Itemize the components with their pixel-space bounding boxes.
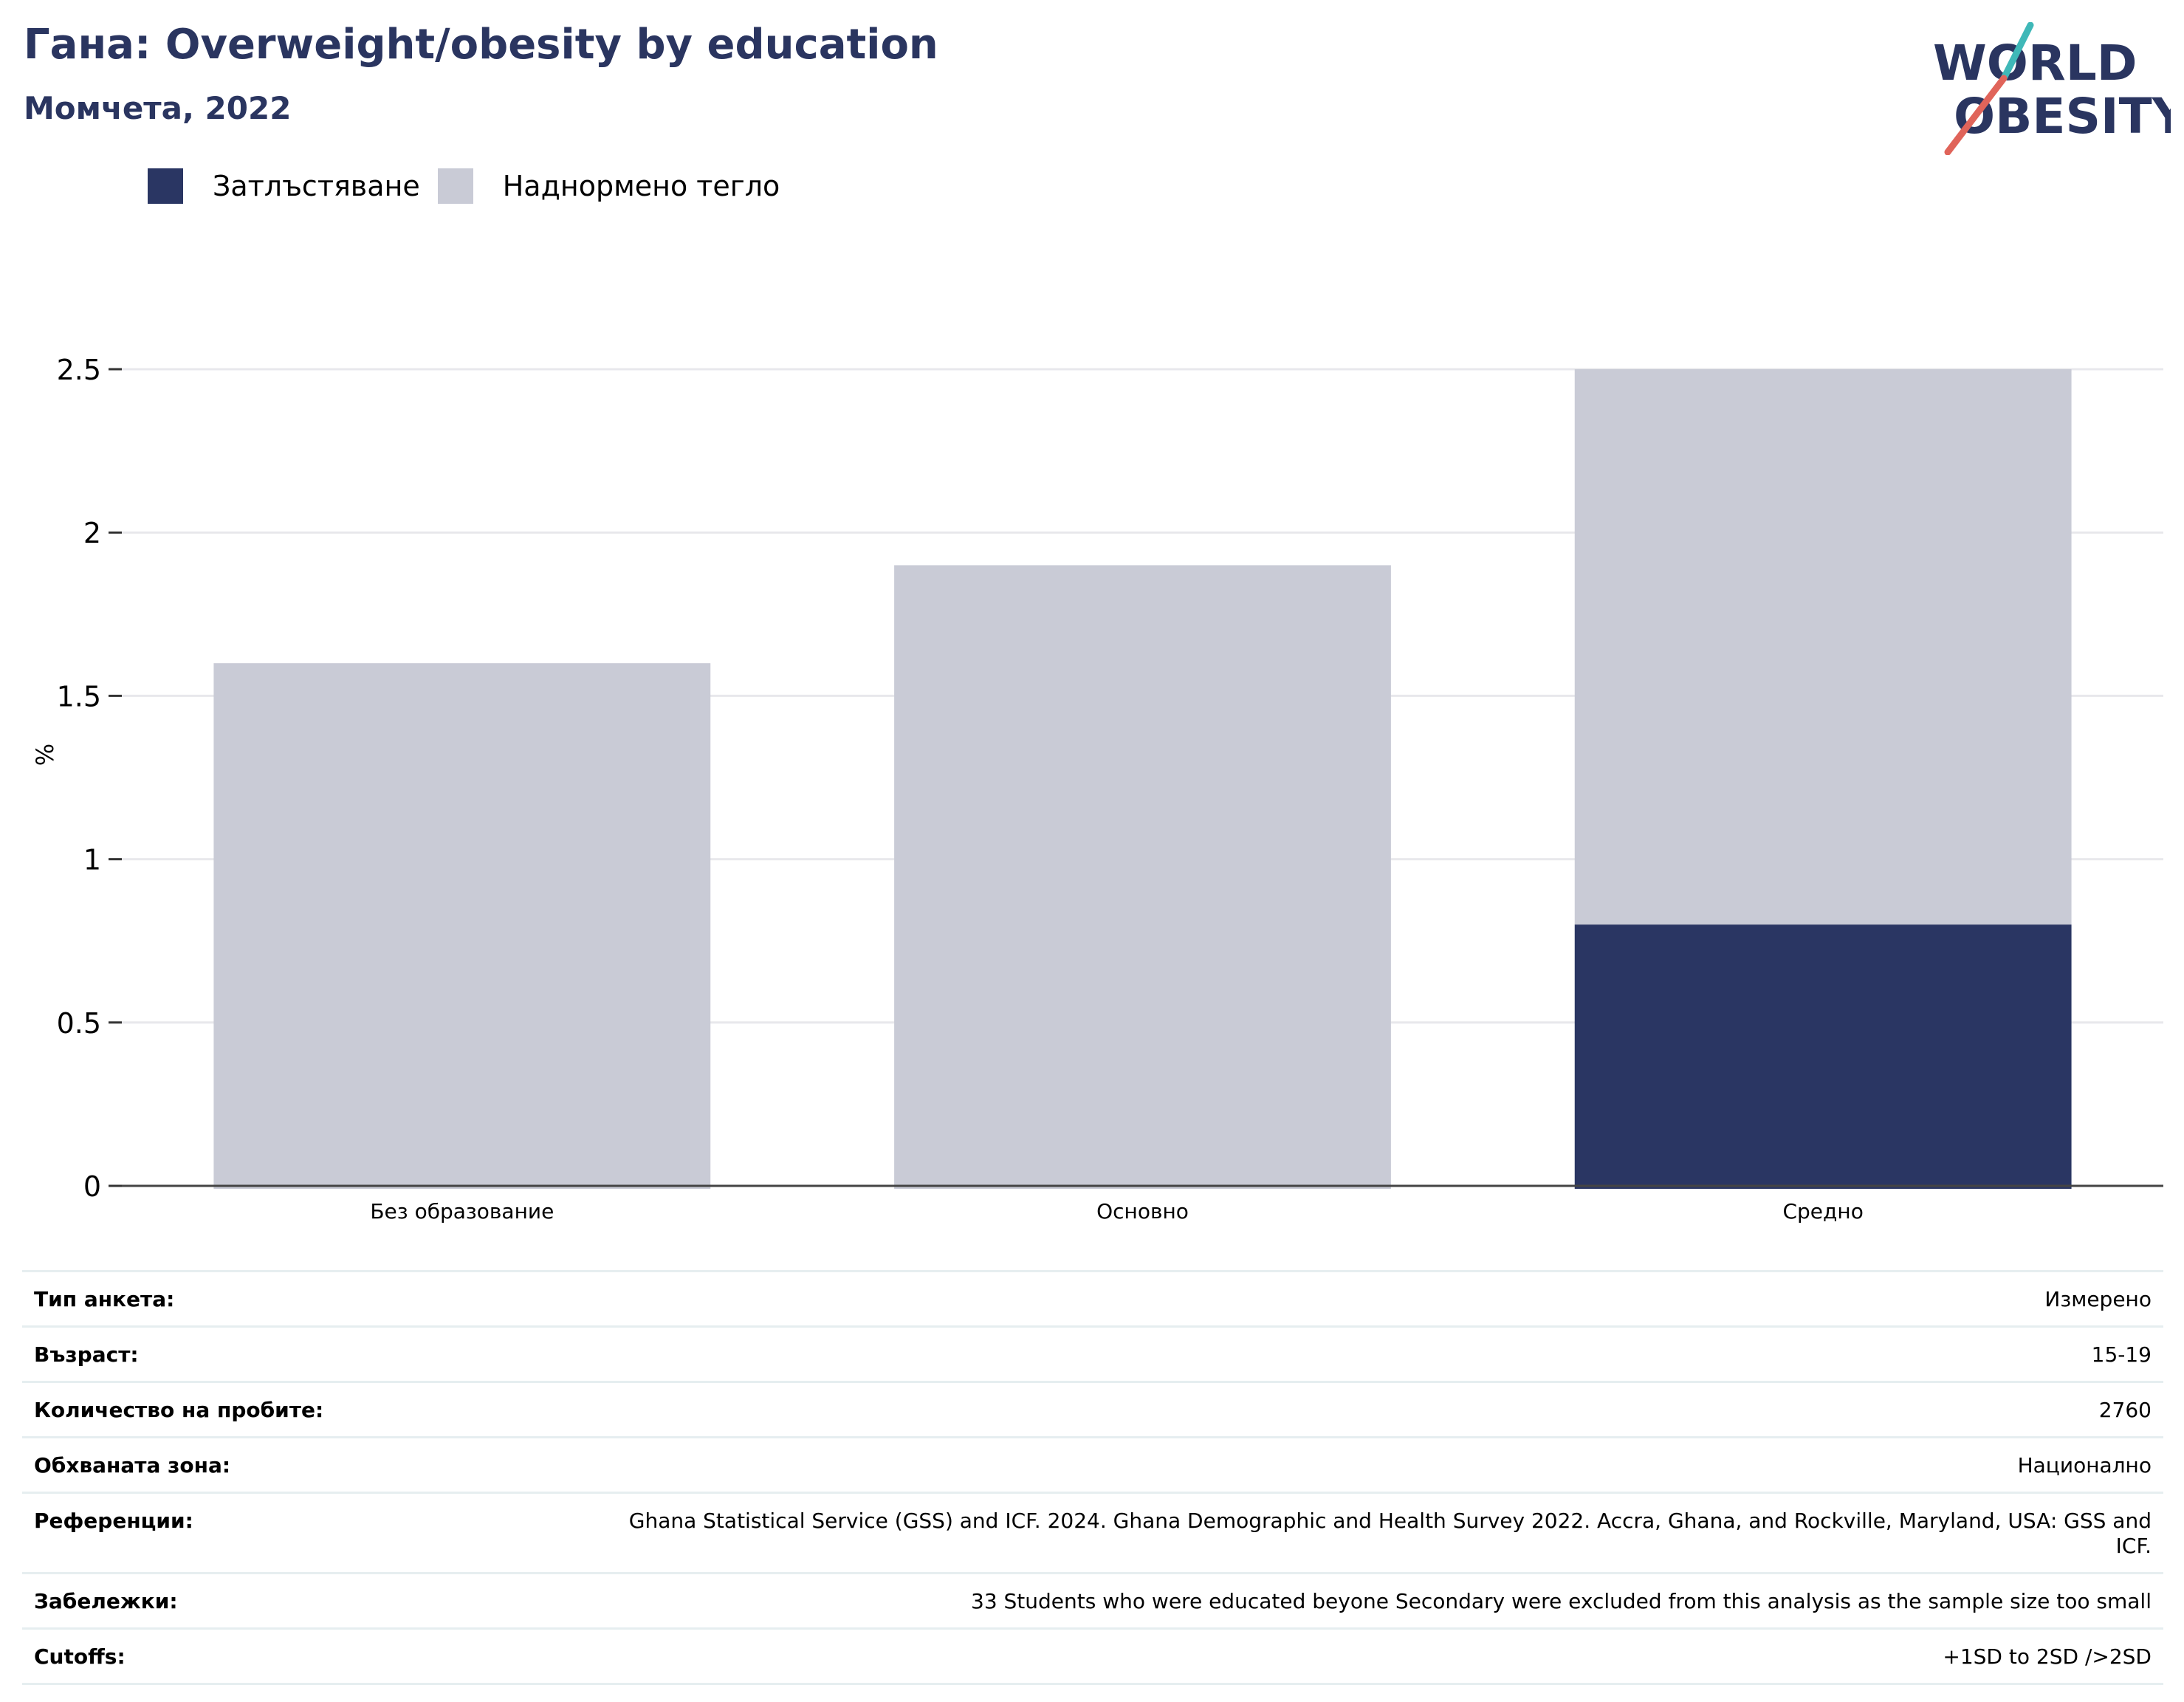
bar-overweight — [894, 565, 1391, 1189]
legend-swatch-obesity — [148, 168, 183, 204]
y-axis-label: % — [31, 744, 59, 766]
legend-swatch-overweight — [437, 168, 473, 204]
y-tick-label: 1 — [83, 844, 101, 876]
y-tick-label: 0 — [83, 1170, 101, 1203]
info-row: Забележки: 33 Students who were educated … — [22, 1572, 2163, 1627]
info-value: 15-19 — [2091, 1342, 2152, 1367]
info-row: Възраст: 15-19 — [22, 1325, 2163, 1381]
info-value: +1SD to 2SD />2SD — [1943, 1644, 2152, 1669]
chart-title: Гана: Overweight/obesity by education — [24, 21, 938, 69]
info-value: Измерено — [2044, 1287, 2152, 1311]
x-tick-label: Основно — [1096, 1199, 1189, 1224]
info-value: Национално — [2017, 1453, 2152, 1478]
chart-legend: Затлъстяване Наднормено тегло — [148, 168, 797, 204]
y-tick-label: 2.5 — [57, 354, 101, 386]
info-label: Количество на пробите: — [34, 1398, 324, 1422]
info-row: Количество на пробите: 2760 — [22, 1381, 2163, 1436]
world-obesity-logo: WORLD OBESITY — [1933, 22, 2171, 155]
x-tick-label: Без образование — [370, 1199, 554, 1224]
info-value: Ghana Statistical Service (GSS) and ICF.… — [628, 1509, 2152, 1558]
info-row: Cutoffs: +1SD to 2SD />2SD — [22, 1627, 2163, 1685]
y-tick-label: 1.5 — [57, 680, 101, 713]
bar-obesity — [1574, 924, 2072, 1189]
info-label: Обхваната зона: — [34, 1453, 231, 1478]
info-row: Тип анкета: Измерено — [22, 1270, 2163, 1325]
bar-overweight — [213, 663, 711, 1189]
survey-info-table: Тип анкета: Измерено Възраст: 15-19 Количест… — [22, 1270, 2163, 1685]
bar-overweight — [1574, 369, 2072, 925]
info-value: 33 Students who were educated beyone Sec… — [971, 1589, 2152, 1613]
y-tick-label: 0.5 — [57, 1007, 101, 1040]
info-value: 2760 — [2098, 1398, 2152, 1422]
info-label: Възраст: — [34, 1342, 139, 1367]
info-label: Забележки: — [34, 1589, 178, 1613]
x-tick-label: Средно — [1782, 1199, 1863, 1224]
info-label: Cutoffs: — [34, 1644, 126, 1669]
y-tick-label: 2 — [83, 517, 101, 549]
info-row: Референции: Ghana Statistical Service (GS… — [22, 1492, 2163, 1572]
chart-subtitle: Момчета, 2022 — [24, 90, 292, 126]
legend-item-overweight: Наднормено тегло — [437, 168, 780, 204]
legend-label-overweight: Наднормено тегло — [502, 170, 780, 202]
info-label: Тип анкета: — [34, 1287, 175, 1311]
legend-item-obesity: Затлъстяване — [148, 168, 420, 204]
bar-chart: 0 0.5 1 1.5 2 2.5% Без образование Основно Средн… — [31, 354, 2163, 1224]
svg-text:WORLD: WORLD — [1933, 35, 2137, 92]
info-row: Обхваната зона: Национално — [22, 1436, 2163, 1492]
legend-label-obesity: Затлъстяване — [213, 170, 420, 202]
info-label: Референции: — [34, 1509, 193, 1533]
